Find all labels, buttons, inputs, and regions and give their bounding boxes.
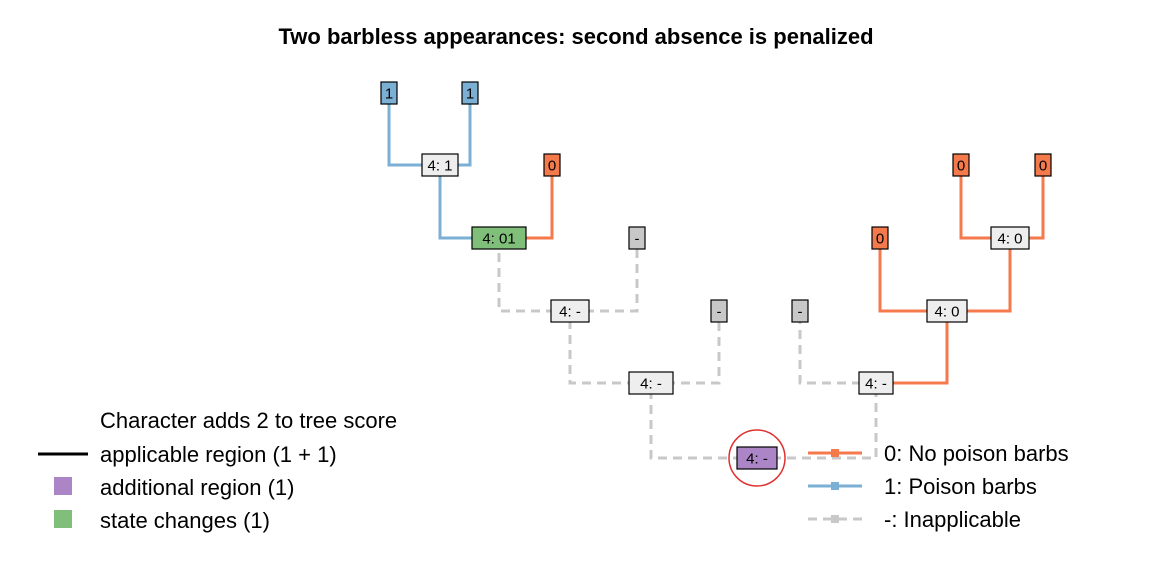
tip-t5-label: - [717,304,722,321]
tip-t8: 0 [952,153,970,177]
tree-nodes: 1 1 0 - - - 0 0 0 4: 1 4: 01 4: - 4: - 4: - 4: 0 4: 0 4:… [380,81,1052,470]
edge-n8-n7 [876,311,949,385]
edge-n4-n3 [568,311,651,385]
edge-n5-n4 [649,383,757,460]
tip-t3: 0 [543,153,561,177]
node-n5: 4: - [736,446,778,470]
tip-t7: 0 [871,226,889,250]
tip-t5: - [710,299,728,323]
tip-t2: 1 [461,81,479,105]
edge-n7-t7 [878,238,947,313]
node-n3-label: 4: - [559,304,581,321]
legend-right: 0: No poison barbs 1: Poison barbs -: In… [808,441,1069,532]
node-n1-box [421,153,459,177]
legend-heading: Character adds 2 to tree score [100,408,397,433]
node-n1: 4: 1 [421,153,459,177]
tip-t8-box [952,153,970,177]
tip-t5-box [710,299,728,323]
tip-t4-box [628,226,646,250]
edge-n8-t6 [798,311,876,385]
tip-t4: - [628,226,646,250]
node-n2-label: 4: 01 [482,231,515,248]
node-n8: 4: - [858,371,894,395]
tip-t9-label: 0 [1039,158,1047,175]
tip-t2-box [461,81,479,105]
legend-state1-label: 1: Poison barbs [884,474,1037,499]
node-n7-box [926,299,968,323]
legend-item-state-change: state changes (1) [100,508,270,533]
node-n1-label: 4: 1 [427,158,452,175]
tip-t1-box [380,81,398,105]
tip-t8-label: 0 [957,158,965,175]
node-n2: 4: 01 [471,226,527,250]
node-n4: 4: - [628,371,674,395]
diagram-title: Two barbless appearances: second absence… [278,24,873,49]
node-n5-box [736,446,778,470]
tip-t9: 0 [1034,153,1052,177]
node-n4-label: 4: - [640,376,662,393]
node-n5-label: 4: - [746,451,768,468]
edge-n4-t5 [651,311,721,385]
legend-left: Character adds 2 to tree score applicabl… [38,408,397,533]
node-n3-box [550,299,590,323]
tip-t6: - [791,299,809,323]
node-n7: 4: 0 [926,299,968,323]
edge-n5-n8 [757,383,878,460]
tip-t1-label: 1 [385,86,393,103]
legend-state-change-swatch [54,510,72,528]
edge-n3-t4 [570,238,639,313]
tip-t7-box [871,226,889,250]
node-n7-label: 4: 0 [934,304,959,321]
tip-t6-box [791,299,809,323]
legend-additional-swatch [54,477,72,495]
tip-t3-box [543,153,561,177]
legend-inapplicable-marker [831,515,839,523]
tip-t7-label: 0 [876,231,884,248]
highlight-circle [728,429,786,487]
tip-t6-label: - [798,304,803,321]
legend-item-additional: additional region (1) [100,475,294,500]
tip-t4-label: - [635,231,640,248]
legend-state1-marker [831,482,839,490]
tip-t3-label: 0 [548,158,556,175]
legend-item-applicable: applicable region (1 + 1) [100,442,337,467]
node-n6-box [990,226,1030,250]
node-n8-box [858,371,894,395]
node-n6-label: 4: 0 [997,231,1022,248]
tip-t9-box [1034,153,1052,177]
legend-inapplicable-label: -: Inapplicable [884,507,1021,532]
legend-state0-label: 0: No poison barbs [884,441,1069,466]
node-n6: 4: 0 [990,226,1030,250]
node-n8-label: 4: - [865,376,887,393]
node-n2-box [471,226,527,250]
node-n3: 4: - [550,299,590,323]
tip-t2-label: 1 [466,86,474,103]
node-n4-box [628,371,674,395]
edge-n3-n2 [497,238,570,313]
edge-n7-n6 [947,238,1012,313]
legend-state0-marker [831,449,839,457]
tip-t1: 1 [380,81,398,105]
tree-edges [387,93,1045,460]
